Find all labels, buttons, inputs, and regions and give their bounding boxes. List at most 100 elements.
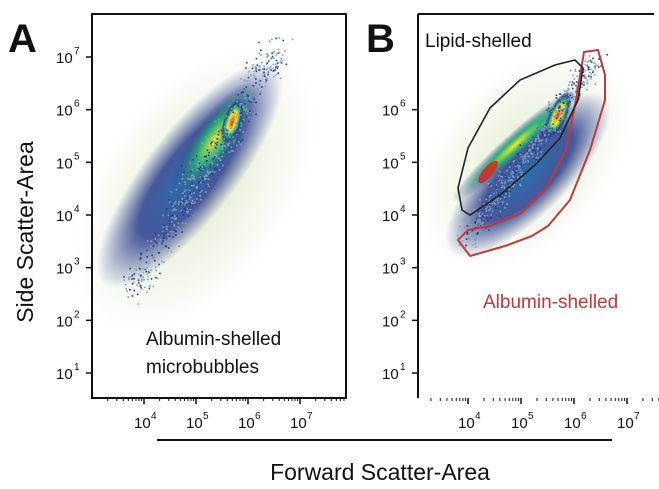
panel-b-event-dot xyxy=(481,215,484,218)
panel-a-event-dot xyxy=(251,88,253,90)
panel-b-event-dot xyxy=(464,245,467,248)
panel-a-event-dot xyxy=(184,222,187,225)
panel-b-event-dot xyxy=(575,91,577,93)
panel-a-event-dot xyxy=(273,70,275,72)
panel-a-event-dot xyxy=(184,181,186,183)
panel-b-event-dot xyxy=(572,93,574,95)
panel-b-event-dot xyxy=(490,216,492,219)
panel-a-event-dot xyxy=(131,278,133,280)
panel-b-event-dot xyxy=(581,86,583,88)
panel-b-event-dot xyxy=(474,208,477,211)
panel-a-y-tick-exponent: 2 xyxy=(74,309,80,320)
panel-b-event-dot xyxy=(512,185,515,188)
panel-b-event-dot xyxy=(508,188,510,191)
panel-a-event-dot xyxy=(215,150,217,153)
panel-a-event-dot xyxy=(137,303,140,305)
panel-a-event-dot xyxy=(155,241,158,244)
panel-b-event-dot xyxy=(590,75,592,78)
panel-a-event-dot xyxy=(165,232,168,235)
panel-a-event-dot xyxy=(147,270,150,273)
panel-b-x-tick-label: 10 xyxy=(511,415,528,432)
panel-b-event-dot xyxy=(482,209,484,212)
panel-b-event-dot xyxy=(537,134,539,136)
panel-b-event-dot xyxy=(547,133,550,136)
panel-a-event-dot xyxy=(199,169,202,171)
panel-b-event-dot xyxy=(512,161,515,163)
panel-a-event-dot xyxy=(273,50,275,53)
panel-b-event-dot xyxy=(511,187,514,189)
panel-b-event-dot xyxy=(520,164,523,166)
panel-a-event-dot xyxy=(221,145,224,148)
panel-a-event-dot xyxy=(196,169,199,171)
panel-a-event-dot xyxy=(203,175,205,178)
panel-a-event-dot xyxy=(139,263,141,266)
panel-a-event-dot xyxy=(151,254,153,257)
panel-b-event-dot xyxy=(524,157,527,160)
panel-b-event-dot xyxy=(575,81,578,83)
panel-b-event-dot xyxy=(583,75,586,78)
panel-a-event-dot xyxy=(277,52,280,55)
panel-a-y-tick-exponent: 1 xyxy=(74,362,80,373)
panel-a-event-dot xyxy=(247,95,250,97)
panel-a-event-dot xyxy=(174,230,177,232)
panel-a-event-dot xyxy=(251,89,254,91)
panel-a-event-dot xyxy=(192,184,195,187)
panel-a-event-dot xyxy=(218,158,221,160)
panel-b-event-dot xyxy=(535,145,538,147)
albumin-shelled-gate[interactable] xyxy=(456,48,606,258)
panel-a-event-dot xyxy=(246,79,248,82)
panel-b-event-dot xyxy=(486,219,489,222)
panel-a-event-dot xyxy=(239,129,241,131)
panel-a-x-tick-label: 10 xyxy=(186,415,203,432)
panel-a-event-dot xyxy=(189,192,192,194)
panel-a-event-dot xyxy=(221,134,224,137)
panel-b-event-dot xyxy=(481,218,483,221)
panel-a-event-dot xyxy=(266,56,268,58)
panel-b-event-dot xyxy=(561,109,564,112)
panel-a-event-dot xyxy=(181,211,184,213)
panel-a-density-cloud xyxy=(72,37,318,336)
panel-a-event-dot xyxy=(173,225,176,227)
panel-b-event-dot xyxy=(529,149,532,151)
panel-a-event-dot xyxy=(211,155,214,158)
panel-b-event-dot xyxy=(478,215,481,218)
lipid-shelled-gate[interactable] xyxy=(457,59,584,216)
panel-b-x-tick-exponent: 5 xyxy=(528,411,534,422)
panel-b-event-dot xyxy=(566,89,569,92)
panel-b-event-dot xyxy=(504,196,506,199)
panel-b-event-dot xyxy=(515,169,518,172)
panel-a-event-dot xyxy=(253,76,256,79)
panel-a-event-dot xyxy=(136,293,139,296)
panel-a-event-dot xyxy=(245,104,247,107)
panel-b-event-dot xyxy=(523,155,525,157)
panel-b-event-dot xyxy=(552,131,554,133)
panel-b-event-dot xyxy=(486,197,488,199)
panel-b-event-dot xyxy=(568,84,570,86)
panel-a-event-dot xyxy=(248,80,251,82)
panel-b-event-dot xyxy=(475,245,477,248)
panel-a-event-dot xyxy=(183,171,185,173)
panel-a-event-dot xyxy=(232,111,234,114)
panel-a-event-dot xyxy=(143,268,146,270)
panel-b-event-dot xyxy=(588,60,590,63)
panel-b-event-dot xyxy=(541,123,544,126)
panel-a-event-dot xyxy=(234,106,236,109)
panel-a-event-dot xyxy=(175,217,177,219)
panel-a-event-dot xyxy=(223,146,226,149)
panel-a-event-dot xyxy=(259,69,262,71)
panel-a-event-dot xyxy=(236,133,238,135)
panel-a-event-dot xyxy=(156,277,159,280)
panel-b-event-dot xyxy=(581,83,584,85)
panel-a-event-dot xyxy=(216,138,218,140)
panel-a-event-dot xyxy=(183,207,186,210)
panel-a-event-dot xyxy=(147,263,150,265)
panel-a-event-dot xyxy=(217,157,220,159)
panel-b-event-dot xyxy=(521,157,524,160)
panel-b-event-dot xyxy=(472,209,474,211)
panel-a-event-dot xyxy=(200,189,203,192)
panel-a-event-dot xyxy=(193,192,195,194)
panel-a-event-dot xyxy=(235,126,238,129)
panel-a-event-dot xyxy=(222,142,224,145)
